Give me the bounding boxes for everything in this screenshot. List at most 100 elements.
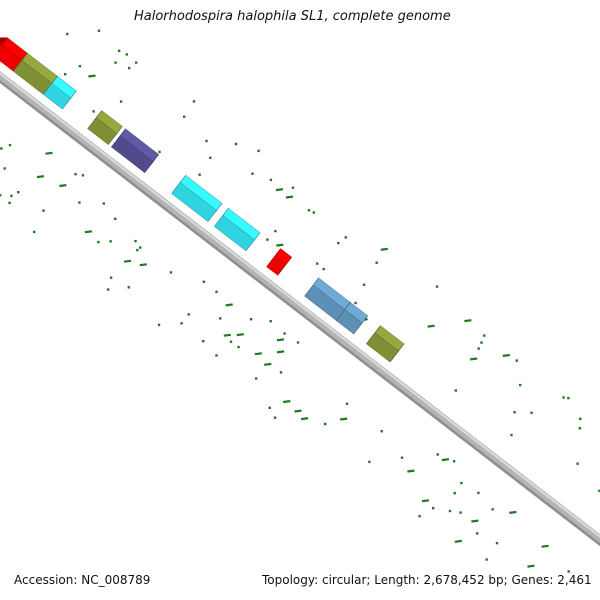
green-tick [460,481,463,485]
green-tick [380,247,388,251]
green-tick [316,262,319,265]
green-tick [264,362,272,366]
green-tick [125,53,128,56]
green-tick [519,383,522,387]
green-tick [36,175,45,179]
gene-box-face[interactable] [266,255,287,276]
green-tick [454,539,462,543]
green-tick [254,377,258,380]
green-tick [276,243,284,247]
green-tick [279,371,283,374]
gene-box-face[interactable] [214,215,255,252]
green-tick [123,259,132,263]
green-tick [337,241,340,245]
green-tick [215,290,218,293]
green-tick [209,156,212,159]
green-tick [476,532,479,535]
green-tick [249,318,253,321]
green-tick [0,147,3,150]
green-tick [322,267,325,271]
green-tick [453,491,456,495]
green-tick [135,61,138,64]
green-tick [169,271,173,274]
green-tick [202,280,205,283]
genome-axis [0,71,600,547]
green-tick [483,334,486,337]
green-tick [223,333,231,337]
green-tick [480,341,483,344]
green-tick [436,453,439,456]
green-tick [576,462,579,465]
green-tick [254,352,262,356]
green-tick [102,202,105,205]
green-tick [368,460,371,464]
green-tick [234,142,238,146]
green-tick [452,460,456,463]
green-tick [345,402,349,405]
green-tick [8,201,11,205]
axis-highlight [0,72,600,538]
green-tick [495,541,499,545]
green-tick [109,276,113,279]
green-tick [66,32,69,36]
green-tick [418,515,421,518]
gene-arrow-face[interactable] [0,44,23,72]
green-tick [134,239,137,243]
green-tick [427,324,435,328]
green-tick [509,510,517,514]
gene-box-face[interactable] [111,135,154,173]
green-tick [215,354,218,357]
green-tick [339,417,348,421]
green-tick [441,458,450,462]
green-tick [269,178,273,182]
gene-arrow-side[interactable] [0,37,8,46]
green-tick [92,110,95,113]
gene-track-above[interactable] [0,37,405,363]
green-tick [477,347,480,350]
green-tick [42,209,45,212]
green-tick [269,320,272,323]
green-tick [294,409,302,413]
gene-box-face[interactable] [171,182,217,222]
green-tick [202,340,205,343]
green-tick [296,341,300,344]
gene-box-face[interactable] [43,83,72,110]
gene-box-face[interactable] [366,332,399,363]
green-tick [598,489,600,493]
green-tick [567,396,570,400]
green-tick [362,283,366,286]
green-tick [8,143,12,147]
green-tick [324,422,327,426]
green-tick [45,151,53,155]
green-tick [407,469,415,473]
gene-box-face[interactable] [87,117,118,145]
green-tick [127,286,130,289]
green-tick [291,186,295,189]
green-tick [3,167,6,170]
green-tick [527,564,535,568]
green-tick [236,333,244,337]
green-tick [192,100,196,103]
green-tick [454,389,457,392]
green-tick [109,240,112,243]
green-tick [432,507,435,510]
green-tick [354,301,357,305]
accession-text: Accession: NC_008789 [14,573,150,587]
green-tick [578,427,581,430]
green-tick [257,149,260,153]
green-tick [157,323,161,327]
gene-box-face[interactable] [336,309,363,335]
green-tick [471,519,479,523]
green-tick [198,173,201,176]
green-tick [421,499,430,503]
green-tick [64,73,67,76]
green-tick [10,194,13,198]
green-tick [0,194,2,197]
green-tick [97,240,100,244]
green-tick [33,230,36,234]
green-tick [274,229,277,233]
green-tick [283,332,286,335]
